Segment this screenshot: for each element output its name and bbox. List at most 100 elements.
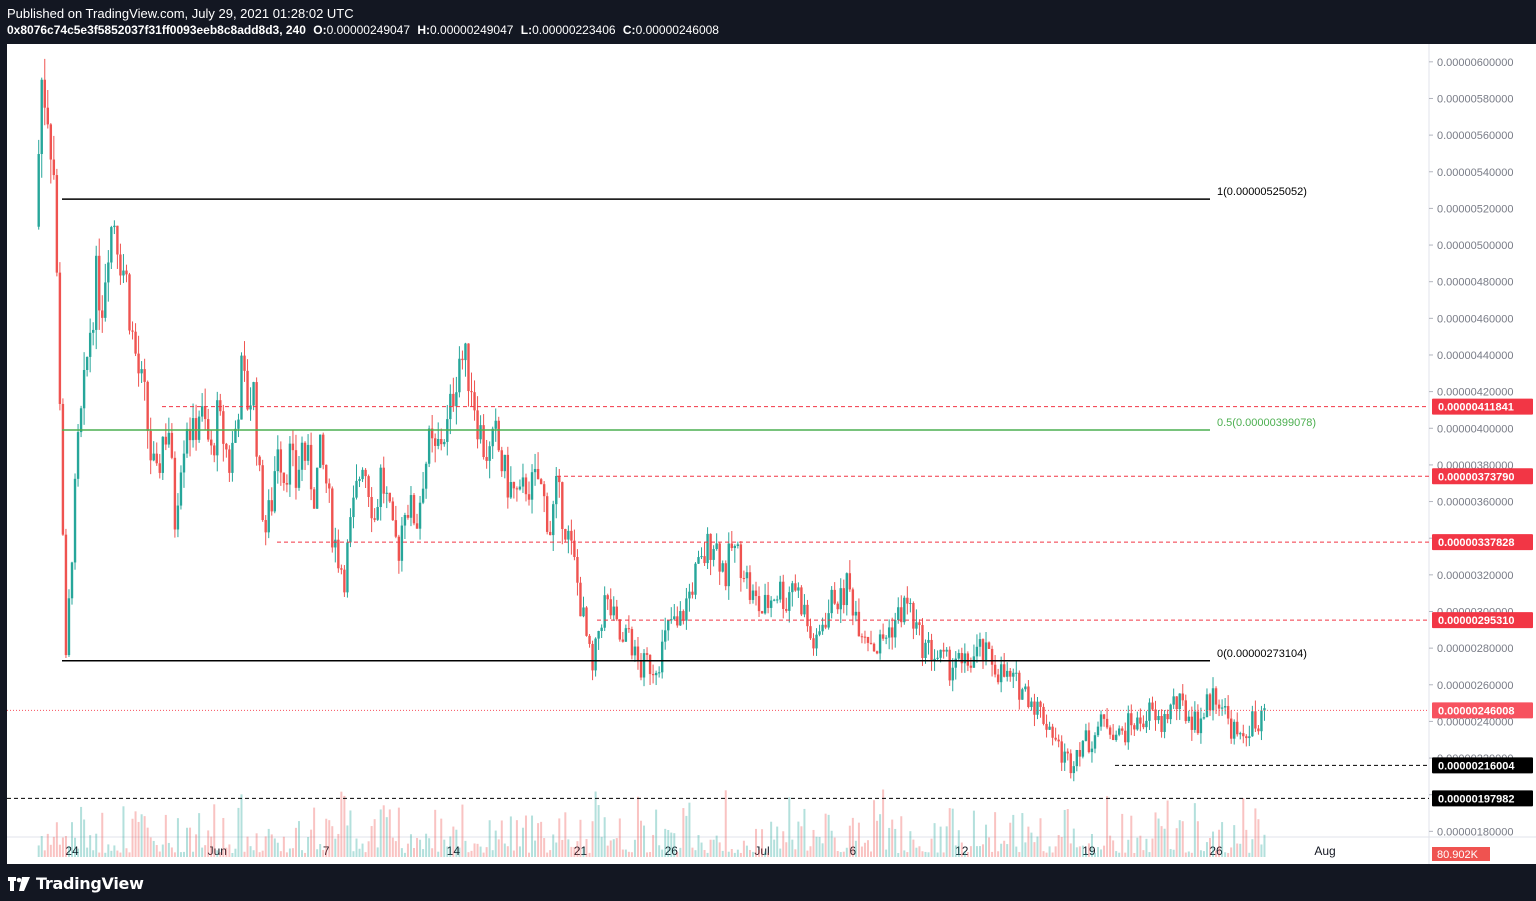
candle-body <box>461 358 464 361</box>
volume-bar <box>49 844 52 857</box>
candle-body <box>506 454 510 498</box>
price-chart[interactable]: 0.00000600000 0.00000580000 0.00000560000 0… <box>7 44 1536 864</box>
volume-bar <box>213 804 216 857</box>
volume-bar <box>1127 839 1130 857</box>
candle-body <box>664 630 667 642</box>
volume-bar <box>866 840 869 857</box>
price-axis-ticks: 0.00000600000 0.00000580000 0.00000560000 0… <box>1429 57 1513 838</box>
candle-body <box>1036 701 1039 715</box>
volume-badge: 80.902K <box>1437 849 1479 861</box>
volume-bar <box>110 850 113 857</box>
volume-bar <box>464 840 467 857</box>
candle-body <box>430 428 434 439</box>
candle-body <box>1087 730 1091 753</box>
candle-body <box>897 607 900 621</box>
fib-level-label: 0.5(0.00000399078) <box>1217 417 1316 429</box>
volume-bar <box>494 830 497 857</box>
candle-body <box>978 639 982 647</box>
candle-body <box>370 497 373 519</box>
candle-body <box>216 400 219 456</box>
volume-bar <box>261 850 264 857</box>
volume-bar <box>388 809 391 857</box>
volume-bar <box>370 826 373 857</box>
open-key: O: <box>313 23 327 37</box>
volume-bar <box>730 849 733 857</box>
candle-body <box>594 638 597 671</box>
volume-bar <box>782 831 785 857</box>
chart-frame[interactable]: 0.00000600000 0.00000580000 0.00000560000 0… <box>7 44 1536 864</box>
volume-bar <box>1205 842 1208 857</box>
volume-bar <box>409 834 412 857</box>
candle-body <box>1242 733 1245 737</box>
candle-body <box>757 596 761 612</box>
candle-body <box>440 439 443 445</box>
candle-body <box>158 463 161 473</box>
volume-bar <box>1215 850 1218 857</box>
candle-body <box>691 591 694 595</box>
candle-body <box>1002 664 1006 677</box>
volume-bar <box>394 841 397 857</box>
candle-body <box>421 488 425 503</box>
candle-body <box>615 606 618 620</box>
candle-body <box>1024 686 1027 690</box>
candle-body <box>975 646 979 657</box>
volume-bar <box>776 826 779 857</box>
volume-bar <box>1018 852 1021 857</box>
volume-bar <box>845 847 848 857</box>
volume-bar <box>116 850 119 857</box>
volume-bar <box>313 807 316 857</box>
volume-bar <box>92 850 95 857</box>
current-price-badge-bg <box>1432 702 1533 719</box>
high-key: H: <box>417 23 431 37</box>
volume-bar <box>1163 828 1166 857</box>
candle-body <box>1136 717 1139 730</box>
volume-bar <box>818 836 821 857</box>
volume-bar <box>228 844 231 857</box>
volume-bar <box>652 834 655 857</box>
candle-body <box>1133 725 1136 730</box>
volume-bar <box>767 852 770 857</box>
volume-bar <box>61 837 64 857</box>
volume-bar <box>355 838 358 857</box>
candle-body <box>1075 749 1079 767</box>
candle-body <box>234 428 237 443</box>
volume-bar <box>860 846 863 857</box>
volume-bar <box>521 827 524 857</box>
volume-bar <box>413 848 416 857</box>
volume-bar <box>724 790 727 857</box>
volume-bar <box>885 849 888 857</box>
candle-body <box>1157 716 1160 721</box>
volume-bar <box>1121 813 1124 857</box>
candle-body <box>1211 688 1215 711</box>
candle-body <box>872 643 876 652</box>
level-price-badge-bg <box>1432 757 1533 774</box>
volume-bar <box>1175 828 1178 857</box>
candle-body <box>918 622 921 626</box>
volume-bar <box>1069 843 1072 857</box>
candle-body <box>657 672 661 674</box>
volume-bar <box>1009 822 1012 857</box>
candle-body <box>763 594 767 614</box>
price-tick-label: 0.00000400000 <box>1437 423 1513 435</box>
volume-bar <box>981 844 984 857</box>
volume-bar <box>285 852 288 857</box>
candle-body <box>113 225 116 228</box>
level-price-badge: 0.00000337828 <box>1438 537 1514 549</box>
volume-bar <box>1166 800 1169 857</box>
candle-body <box>288 443 292 485</box>
volume-bar <box>1012 814 1015 857</box>
candle-body <box>721 563 724 572</box>
price-tick-label: 0.00000360000 <box>1437 497 1513 509</box>
volume-bar <box>131 818 134 857</box>
candle-body <box>246 370 249 410</box>
volume-bar <box>1124 852 1127 857</box>
candle-body <box>273 471 276 512</box>
volume-bar <box>64 836 67 857</box>
volume-bar <box>71 822 73 857</box>
volume-bar <box>1066 809 1069 857</box>
volume-bar <box>658 845 661 857</box>
tradingview-brand[interactable]: TradingView <box>8 874 144 893</box>
volume-bar <box>670 832 673 857</box>
candle-body <box>455 392 458 407</box>
time-tick-label: 24 <box>65 844 79 858</box>
